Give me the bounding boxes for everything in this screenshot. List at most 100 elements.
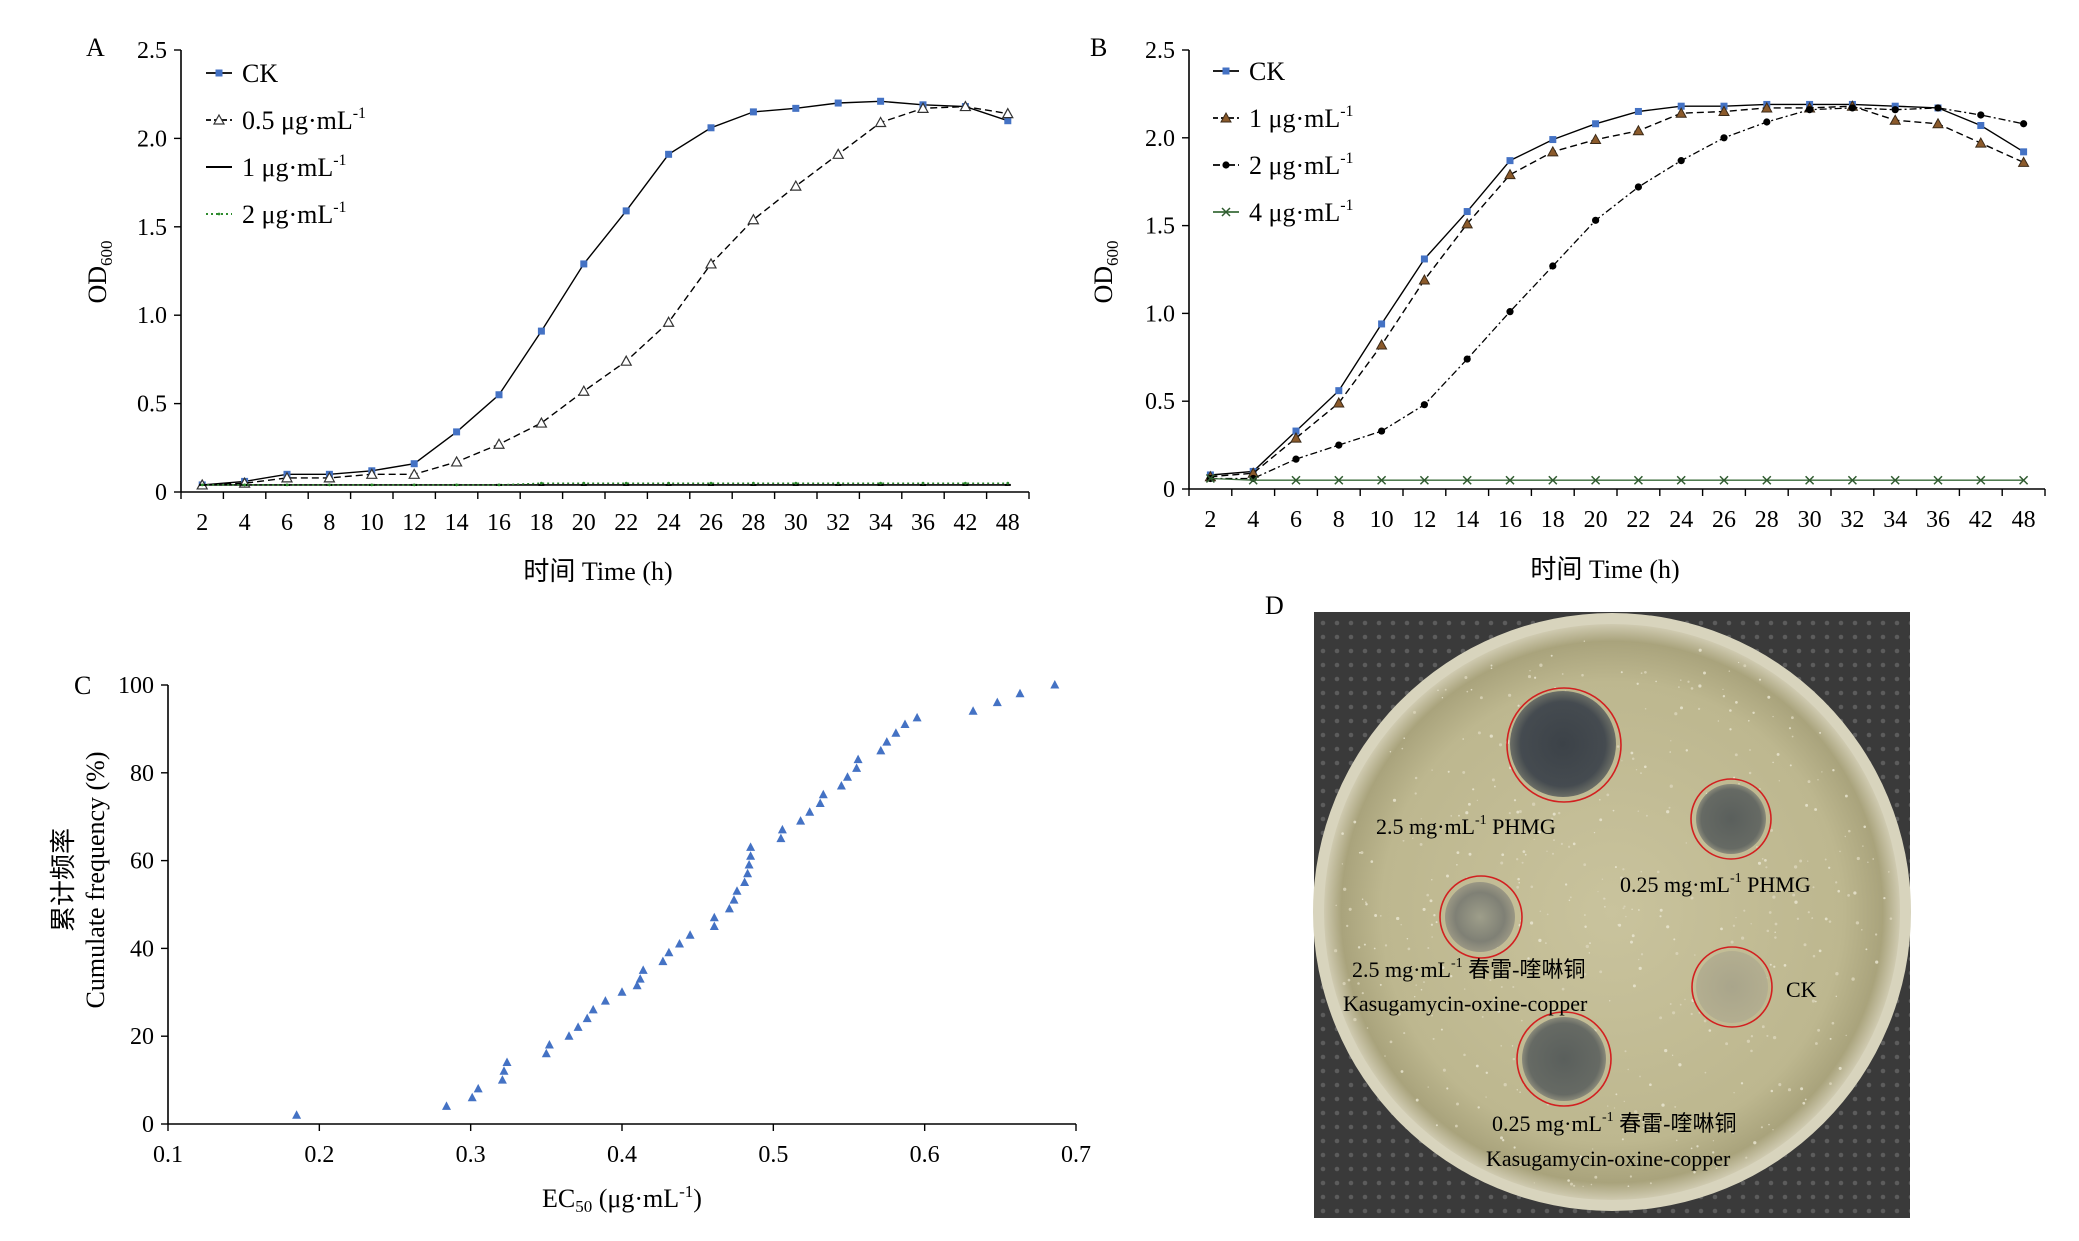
label-kasu-low-en: Kasugamycin-oxine-copper [1486,1146,1731,1171]
data-point [709,481,713,485]
panel-c-points [292,680,1060,1119]
data-point [834,99,842,107]
data-point [623,483,630,486]
scatter-point [573,1022,583,1031]
scatter-point [746,851,756,860]
x-tick-label: 0.4 [607,1142,637,1168]
x-tick-label: 32 [1840,507,1864,533]
data-point [1632,124,1645,136]
legend-label: 1 μg·mL-1 [1249,103,1354,133]
scatter-point [852,763,862,772]
panel-b: B 00.51.01.52.02.52 4 6 8 10 12 14 16 18 20 22 24 26… [1089,33,2046,584]
data-point [1719,475,1729,485]
data-point [916,102,930,113]
data-point [1589,133,1602,145]
data-point [370,483,374,487]
x-tick-label: 22 [614,510,638,536]
scatter-point [499,1066,509,1075]
data-point [1006,481,1010,485]
scatter-point [891,728,901,737]
data-point [835,483,842,486]
data-point [752,481,755,485]
y-tick-label: 2.0 [1145,126,1175,152]
data-point [1592,216,1600,224]
x-tick-label: 24 [1669,507,1693,533]
data-point [1548,475,1558,485]
zone-outline-kasu-low [1516,1011,1612,1107]
x-tick-label: 6 [1290,507,1302,533]
x-tick-label: 10 [1370,507,1394,533]
x-tick-label: 48 [2012,507,2036,533]
zone-outline-ck [1691,946,1773,1028]
data-point [1847,475,1857,485]
data-point [1420,255,1428,263]
data-point [792,483,799,486]
data-point [1760,101,1773,113]
series-line-1 [1210,103,2024,476]
legend-label: CK [1249,57,1285,86]
data-point [280,471,294,483]
zone-outline-phmg-low [1690,778,1772,860]
scatter-point [675,939,684,948]
x-tick-label: 14 [445,510,469,536]
x-tick-label: 16 [487,510,511,536]
series-line-1 [202,100,1009,486]
data-point [1004,117,1012,125]
series-line-4 [1210,477,2024,481]
data-point [832,148,845,159]
data-point [1375,338,1388,350]
x-tick-label: 2 [1204,507,1216,533]
scatter-point [544,1040,554,1049]
data-point [1549,262,1557,270]
panel-letter-b: B [1090,33,1107,62]
legend-marker [1222,161,1230,169]
legend-marker [1222,67,1230,75]
scatter-point [815,798,825,807]
legend-marker [215,69,223,77]
scatter-point [1050,680,1060,689]
y-tick-label: 2.0 [137,126,167,152]
panel-a-axes: 00.51.01.52.02.52 4 6 8 10 12 14 16 18 20 22 24 26 28… [137,38,1030,536]
data-point [1889,114,1902,125]
data-point [1848,104,1856,112]
data-point [662,316,675,327]
scatter-point [617,987,627,996]
scatter-point [836,781,846,790]
data-point [624,481,628,485]
scatter-point [292,1110,302,1119]
panel-letter-d: D [1265,591,1284,620]
scatter-point [876,745,886,755]
data-point [1890,475,1900,485]
label-phmg-high: 2.5 mg·mL-1 PHMG [1376,813,1556,839]
data-point [1932,117,1944,129]
data-point [879,481,882,485]
panel-a-series [196,97,1014,490]
data-point [622,207,630,215]
inhibition-zone-kasu-high [1445,882,1515,952]
data-point [1763,118,1771,126]
x-tick-label: 20 [1584,507,1608,533]
panel-c-x-axis-label: EC50 (μg·mL-1) [542,1182,702,1216]
y-tick-label: 0.5 [1145,389,1175,415]
scatter-point [1015,688,1025,698]
panel-a-y-axis-label: OD600 [83,240,116,303]
scatter-point [473,1083,483,1093]
scatter-point [882,737,892,746]
scatter-point [497,1075,507,1084]
x-tick-label: 0.5 [758,1142,788,1168]
data-point [1462,475,1472,485]
data-point [789,179,802,191]
legend-label: 0.5 μg·mL-1 [242,105,366,135]
x-tick-label: 8 [1333,507,1345,533]
data-point [1546,145,1559,157]
data-point [1977,122,1985,130]
x-tick-label: 32 [826,510,850,536]
legend-label: 2 μg·mL-1 [242,199,347,229]
data-point [749,108,757,116]
scatter-point [743,868,753,878]
panel-a: A 00.51.01.52.02.52 4 6 8 10 12 14 16 18 20 22 24 26… [83,33,1030,586]
panel-b-x-axis-label: 时间 Time (h) [1530,555,1679,584]
panel-d: D 2.5 mg·mL-1 PHMG 0.25 mg·mL-1 PHMG 2.5… [1265,591,1911,1218]
scatter-point [729,895,739,904]
data-point [920,483,926,486]
